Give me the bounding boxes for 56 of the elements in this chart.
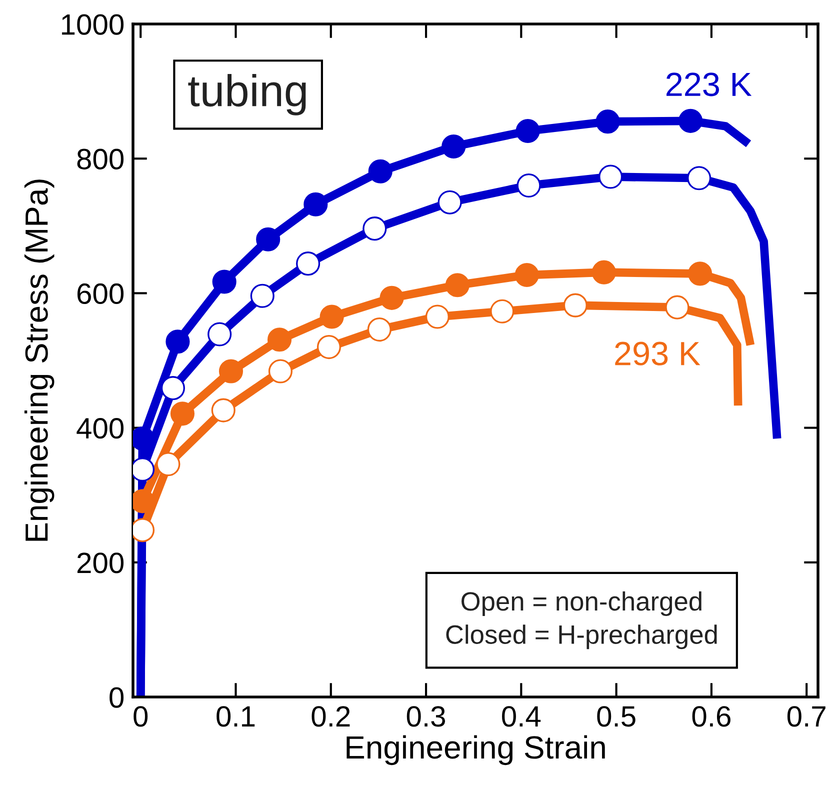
point: [445, 273, 470, 298]
x-tick-label: 0: [134, 706, 148, 727]
point: [296, 252, 320, 276]
point: [256, 227, 280, 252]
point: [514, 262, 539, 288]
y-tick-label: 0: [110, 687, 124, 708]
point: [160, 376, 185, 400]
series-label: 223 K: [666, 72, 752, 96]
point: [170, 402, 195, 426]
point: [596, 110, 620, 134]
point: [268, 359, 292, 384]
y-tick-label: 800: [77, 148, 124, 170]
y-tick-label: 400: [76, 418, 124, 439]
point: [516, 173, 541, 198]
x-tick-label: 0.2: [312, 706, 350, 727]
point: [166, 330, 190, 354]
annotation: Open = non-charged Closed = H-precharged: [446, 591, 717, 650]
x-axis-title: Engineering Strain: [346, 735, 605, 766]
point: [208, 322, 232, 346]
point: [678, 108, 703, 133]
point: [267, 328, 292, 352]
point: [250, 284, 274, 308]
y-axis-title: Engineering Stress (MPa): [24, 180, 54, 541]
point: [368, 159, 392, 184]
point: [362, 216, 387, 241]
point: [442, 134, 466, 159]
point: [316, 335, 342, 360]
x-tick-label: 0.3: [406, 706, 446, 727]
point: [218, 359, 244, 384]
y-tick-label: 600: [77, 283, 124, 304]
point: [592, 260, 616, 284]
point: [380, 286, 404, 310]
series-label: 293 K: [615, 342, 700, 366]
point: [438, 190, 462, 214]
x-tick-label: 0.6: [692, 706, 730, 727]
point: [425, 304, 450, 329]
point: [563, 293, 588, 318]
point: [320, 304, 344, 329]
x-tick-label: 0.5: [597, 706, 636, 727]
x-tick-label: 0.7: [787, 706, 826, 727]
y-tick-label: 1000: [62, 14, 124, 35]
point: [367, 318, 392, 342]
point: [688, 262, 712, 286]
annotation: tubing: [188, 74, 306, 116]
point: [490, 299, 514, 324]
point: [598, 164, 623, 189]
point: [212, 270, 236, 294]
x-tick-label: 0.4: [502, 706, 541, 727]
point: [665, 295, 690, 320]
x-tick-label: 0.1: [216, 706, 255, 727]
point: [304, 192, 328, 216]
point: [156, 452, 180, 476]
y-tick-label: 200: [77, 552, 124, 574]
point: [516, 118, 540, 144]
point: [687, 166, 712, 190]
point: [211, 398, 236, 422]
